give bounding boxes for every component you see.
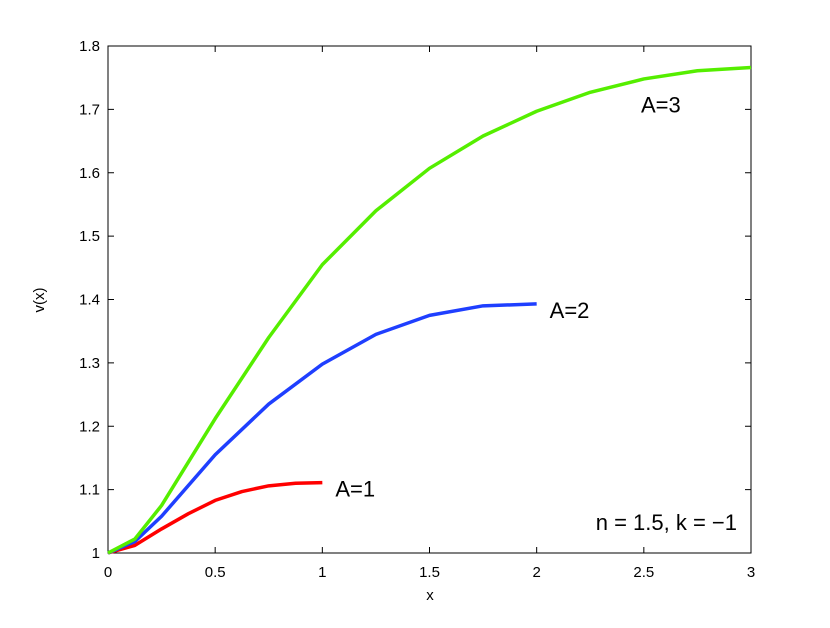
annotation: n = 1.5, k = −1 (596, 510, 737, 535)
y-tick-label: 1.8 (79, 38, 100, 55)
y-axis-label: v(x) (31, 288, 48, 313)
y-tick-label: 1.6 (79, 165, 100, 182)
series-label: A=3 (641, 93, 681, 118)
x-tick-label: 1.5 (419, 564, 440, 581)
y-tick-label: 1 (92, 545, 100, 562)
y-tick-label: 1.3 (79, 355, 100, 372)
x-tick-label: 1 (318, 564, 326, 581)
y-tick-label: 1.4 (79, 292, 100, 309)
line-series (107, 480, 323, 555)
x-tick-label: 2.5 (633, 564, 654, 581)
x-axis-label: x (426, 587, 434, 604)
plot-frame (107, 45, 752, 554)
series-label: A=1 (335, 477, 375, 502)
line-series (107, 302, 537, 555)
y-tick-label: 1.1 (79, 482, 100, 499)
y-tick-label: 1.5 (79, 228, 100, 245)
series-label: A=2 (550, 298, 590, 323)
y-tick-label: 1.7 (79, 101, 100, 118)
line-series (107, 65, 752, 555)
x-tick-label: 0.5 (205, 564, 226, 581)
x-tick-label: 0 (104, 564, 112, 581)
x-tick-label: 3 (747, 564, 755, 581)
x-tick-label: 2 (532, 564, 540, 581)
y-tick-label: 1.2 (79, 418, 100, 435)
